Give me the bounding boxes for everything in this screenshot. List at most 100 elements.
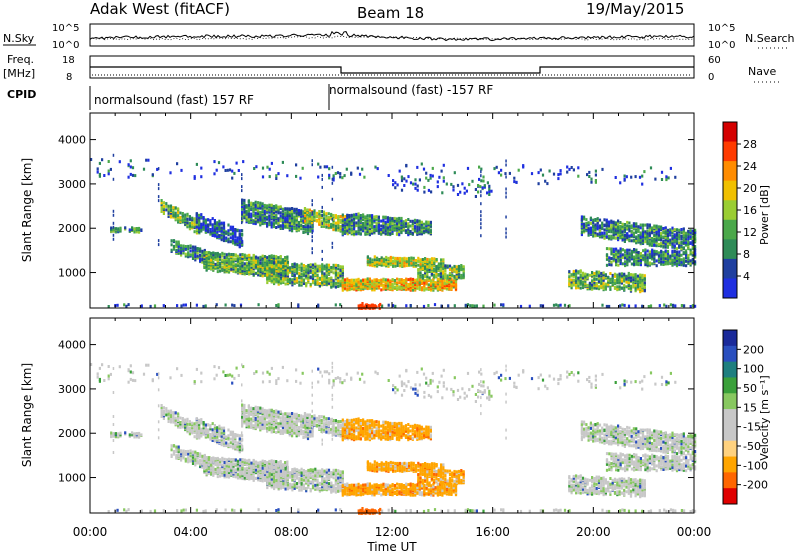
range-cell [678,259,681,262]
range-cell [199,247,202,251]
range-cell [219,255,222,259]
range-cell [245,210,248,214]
range-cell [255,165,258,169]
range-cell [169,215,173,219]
range-cell [588,175,591,178]
range-cell [263,255,267,259]
range-cell [618,278,621,282]
range-cell [332,227,335,231]
range-cell [367,304,370,307]
range-cell [405,264,408,268]
range-cell [623,177,626,181]
range-cell [321,266,324,269]
range-cell [266,273,269,277]
range-cell [371,214,374,218]
range-cell [341,213,344,217]
range-cell [635,248,638,252]
range-cell [198,225,201,229]
range-cell [660,178,664,181]
range-cell [172,244,176,248]
range-cell [395,227,399,231]
range-cell [357,223,360,227]
range-cell [204,220,207,224]
range-cell [302,212,305,216]
range-cell [330,276,333,280]
range-cell [409,282,412,286]
range-cell [279,216,282,220]
range-cell [302,218,305,222]
range-cell [405,179,408,183]
range-cell [627,278,630,281]
range-cell [392,256,395,260]
range-cell [193,217,196,221]
range-cell [323,264,326,268]
range-cell [586,273,589,277]
range-cell [243,201,246,205]
range-cell [348,278,351,282]
range-cell [343,174,346,178]
range-cell [632,222,635,226]
range-cell [675,262,679,266]
range-cell [245,271,249,275]
range-cell [418,285,421,289]
range-cell [400,231,403,235]
range-cell [619,229,622,233]
range-cell [162,304,165,308]
range-cell [284,259,287,263]
range-cell [414,263,418,267]
range-cell [293,207,296,211]
range-cell [268,210,271,214]
range-cell [331,241,334,245]
range-cell [604,284,607,288]
range-cell [613,272,617,276]
range-cell [660,249,663,253]
range-cell [270,225,273,229]
range-cell [325,277,328,281]
range-cell [257,273,260,277]
range-cell [438,175,441,179]
range-cell [361,302,364,305]
range-cell [309,263,312,267]
range-cell [626,220,629,224]
range-cell [570,273,573,277]
range-cell [420,286,424,290]
range-cell [303,214,307,218]
range-cell [616,278,619,282]
range-cell [268,279,271,282]
range-cell [416,226,419,230]
range-cell [286,260,289,264]
range-cell [594,225,597,228]
range-cell [391,282,394,286]
range-cell [311,226,314,230]
range-cell [177,240,180,244]
range-cell [245,258,249,262]
nave-label: Nave [748,65,776,78]
range-cell [478,177,481,181]
range-cell [210,260,213,264]
range-cell [275,220,278,224]
range-cell [337,218,340,222]
range-cell [359,279,362,283]
range-cell [348,225,351,229]
range-cell [594,227,597,231]
range-cell [678,243,681,247]
range-cell [479,185,482,189]
range-cell [615,249,618,253]
range-cell [189,253,192,257]
range-cell [193,175,196,179]
range-cell [177,207,180,211]
range-cell [450,277,453,281]
range-cell [361,167,364,171]
range-cell [277,276,280,280]
range-cell [583,229,586,233]
range-cell [424,273,427,277]
range-cell [617,249,620,253]
range-cell [273,280,276,284]
range-cell [234,263,237,267]
range-cell [426,257,429,261]
range-cell [135,227,138,230]
range-cell [107,172,110,176]
range-cell [420,279,424,283]
range-cell [607,282,610,286]
